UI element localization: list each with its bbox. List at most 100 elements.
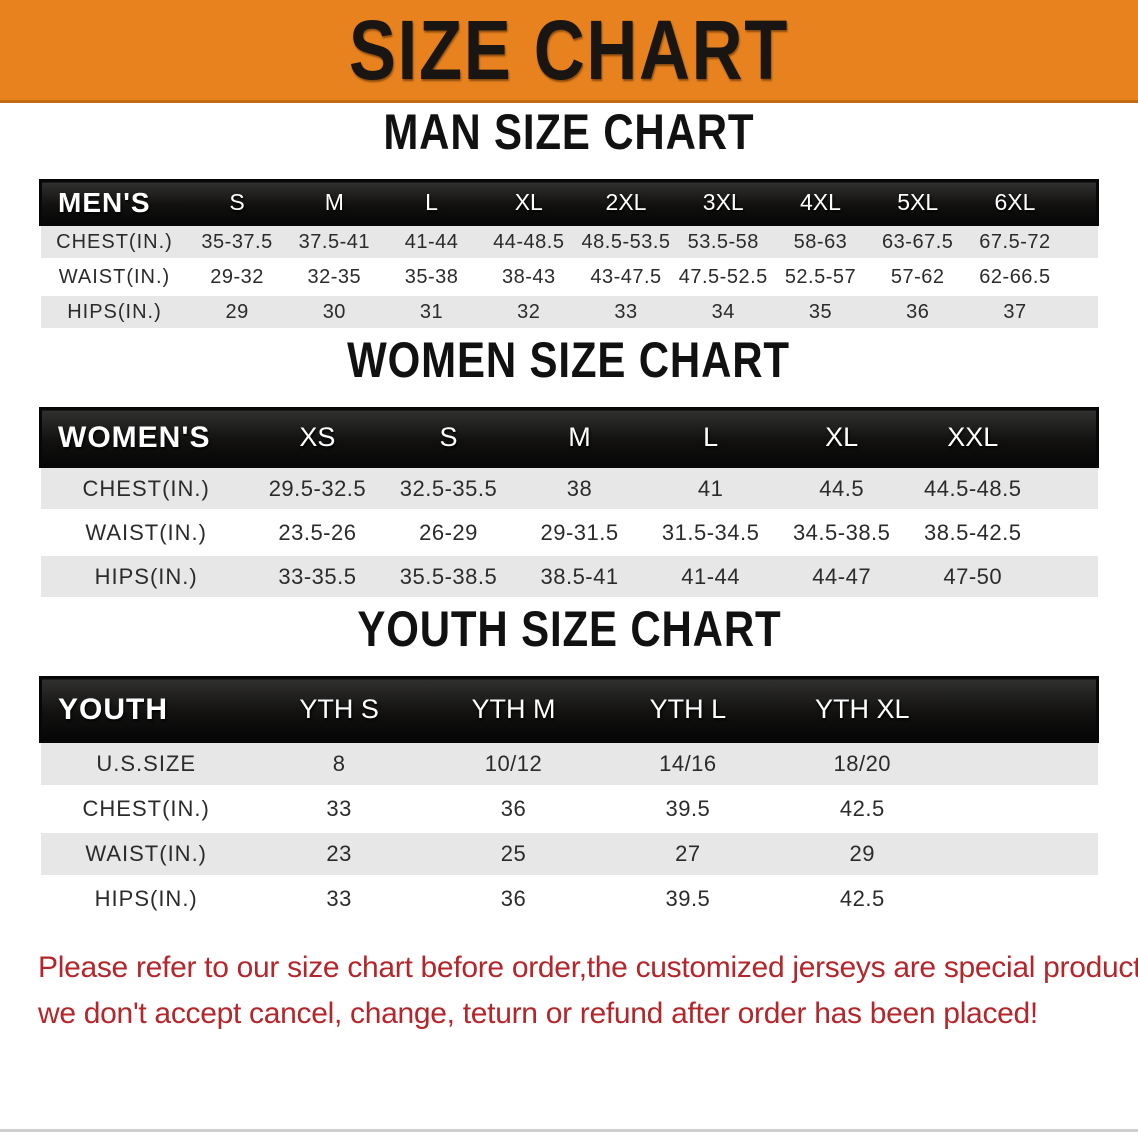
table-row: HIPS(IN.) 29 30 31 32 33 34 35 36 37 (40, 294, 1098, 330)
size-value-cell: 48.5-53.5 (581, 230, 671, 253)
disclaimer-line-1: Please refer to our size chart before or… (38, 951, 1138, 984)
filler-cell (949, 742, 1097, 787)
table-header-label: MEN'S (39, 179, 189, 226)
size-value-cell: 44-47 (812, 563, 872, 589)
size-value-cell: 34 (711, 300, 735, 323)
size-column-header: L (382, 179, 481, 226)
filler-cell (949, 787, 1097, 832)
size-value-cell: 38.5-42.5 (924, 519, 1022, 545)
size-value-cell: 31.5-34.5 (661, 519, 760, 545)
size-column-header: 2XL (577, 179, 675, 226)
table-row: WAIST(IN.) 23 25 27 29 (40, 831, 1098, 877)
header-filler-cell (1038, 407, 1100, 468)
size-value-cell: 33 (326, 886, 352, 911)
page-title-text: SIZE CHART (348, 3, 790, 97)
table-header-row: YOUTH YTH S YTH M YTH L YTH XL (38, 676, 1100, 743)
size-value-cell: 14/16 (659, 751, 717, 776)
men-section-heading: MAN SIZE CHART (0, 103, 1138, 161)
size-value-cell: 52.5-57 (784, 265, 857, 288)
table-header-label: YOUTH (38, 676, 252, 743)
size-column-header: YTH L (600, 676, 776, 743)
table-row: WAIST(IN.) 29-32 32-35 35-38 38-43 43-47.5 47.… (40, 260, 1098, 295)
size-value-cell: 44.5-48.5 (924, 475, 1022, 501)
size-value-cell: 29-31.5 (540, 519, 619, 545)
row-label: WAIST(IN.) (85, 841, 208, 866)
size-value-cell: 35.5-38.5 (399, 563, 498, 589)
row-label: CHEST(IN.) (56, 230, 173, 253)
size-value-cell: 23.5-26 (278, 519, 357, 545)
mens-size-table: MEN'S S M L XL 2XL 3XL 4XL 5XL 6XL CHEST(IN.) 35-37… (39, 179, 1099, 331)
size-value-cell: 33 (614, 300, 638, 323)
size-value-cell: 57-62 (890, 265, 945, 288)
size-value-cell: 18/20 (833, 751, 892, 776)
size-value-cell: 42.5 (839, 886, 885, 911)
table-row: CHEST(IN.) 29.5-32.5 32.5-35.5 38 41 44.5 44.5… (40, 466, 1098, 511)
image-bottom-edge (0, 1129, 1138, 1132)
size-value-cell: 47-50 (943, 563, 1003, 589)
size-value-cell: 43-47.5 (590, 265, 662, 288)
row-label: U.S.SIZE (96, 751, 197, 776)
size-value-cell: 41-44 (681, 563, 740, 589)
row-label: HIPS(IN.) (94, 563, 198, 589)
filler-cell (1064, 260, 1098, 295)
size-value-cell: 58-63 (793, 230, 848, 253)
size-column-header: XXL (907, 407, 1039, 468)
size-column-header: S (382, 407, 515, 468)
size-value-cell: 47.5-52.5 (678, 265, 768, 288)
size-value-cell: 39.5 (665, 796, 711, 821)
size-column-header: XL (480, 179, 578, 226)
size-value-cell: 37 (1003, 300, 1027, 323)
size-value-cell: 67.5-72 (979, 230, 1051, 253)
size-value-cell: 8 (332, 751, 346, 776)
header-filler-cell (1063, 179, 1099, 226)
size-column-header: YTH M (426, 676, 601, 743)
table-row: HIPS(IN.) 33-35.5 35.5-38.5 38.5-41 41-44 44-… (40, 554, 1098, 599)
size-value-cell: 38-43 (501, 265, 556, 288)
size-value-cell: 33-35.5 (278, 563, 357, 589)
size-value-cell: 35-37.5 (201, 230, 273, 253)
filler-cell (1064, 295, 1098, 330)
size-value-cell: 32 (517, 300, 541, 323)
size-value-cell: 32-35 (307, 265, 362, 288)
size-value-cell: 41-44 (404, 230, 459, 253)
size-column-header: 6XL (966, 179, 1064, 226)
size-value-cell: 63-67.5 (882, 230, 954, 253)
size-column-header: YTH XL (775, 676, 950, 743)
row-label: CHEST(IN.) (82, 475, 210, 501)
size-value-cell: 25 (500, 841, 527, 866)
disclaimer-line-2: we don't accept cancel, change, teturn o… (38, 997, 1038, 1030)
size-value-cell: 27 (675, 841, 701, 866)
size-column-header: YTH S (251, 676, 427, 743)
size-value-cell: 30 (322, 300, 346, 323)
size-value-cell: 42.5 (839, 796, 885, 821)
filler-cell (1038, 467, 1097, 511)
header-filler-cell (949, 676, 1100, 743)
size-column-header: L (645, 407, 777, 468)
row-label: HIPS(IN.) (67, 300, 162, 323)
size-value-cell: 39.5 (665, 886, 711, 911)
row-label: HIPS(IN.) (94, 886, 198, 911)
size-value-cell: 38.5-41 (540, 563, 619, 589)
size-value-cell: 36 (500, 796, 527, 821)
size-column-header: XS (251, 407, 383, 468)
row-label: CHEST(IN.) (82, 796, 210, 821)
row-label: WAIST(IN.) (85, 519, 207, 545)
womens-size-table: WOMEN'S XS S M L XL XXL CHEST(IN.) 29.5-32.5 32.5… (38, 407, 1100, 600)
size-value-cell: 62-66.5 (979, 265, 1051, 288)
size-value-cell: 23 (326, 841, 352, 866)
page-title: SIZE CHART (307, 8, 831, 92)
youth-size-table: YOUTH YTH S YTH M YTH L YTH XL U.S.SIZE 8 10/12… (38, 676, 1100, 923)
size-value-cell: 29 (849, 841, 876, 866)
table-row: CHEST(IN.) 33 36 39.5 42.5 (40, 787, 1098, 832)
disclaimer: Please refer to our size chart before or… (38, 945, 1138, 1037)
youth-section-heading: YOUTH SIZE CHART (0, 600, 1138, 658)
filler-cell (949, 877, 1097, 922)
size-value-cell: 53.5-58 (687, 230, 759, 253)
table-row: U.S.SIZE 8 10/12 14/16 18/20 (40, 741, 1098, 787)
size-value-cell: 41 (697, 475, 724, 501)
size-value-cell: 38 (566, 475, 593, 501)
size-column-header: XL (776, 407, 908, 468)
filler-cell (949, 832, 1097, 877)
size-value-cell: 44-48.5 (493, 230, 565, 253)
